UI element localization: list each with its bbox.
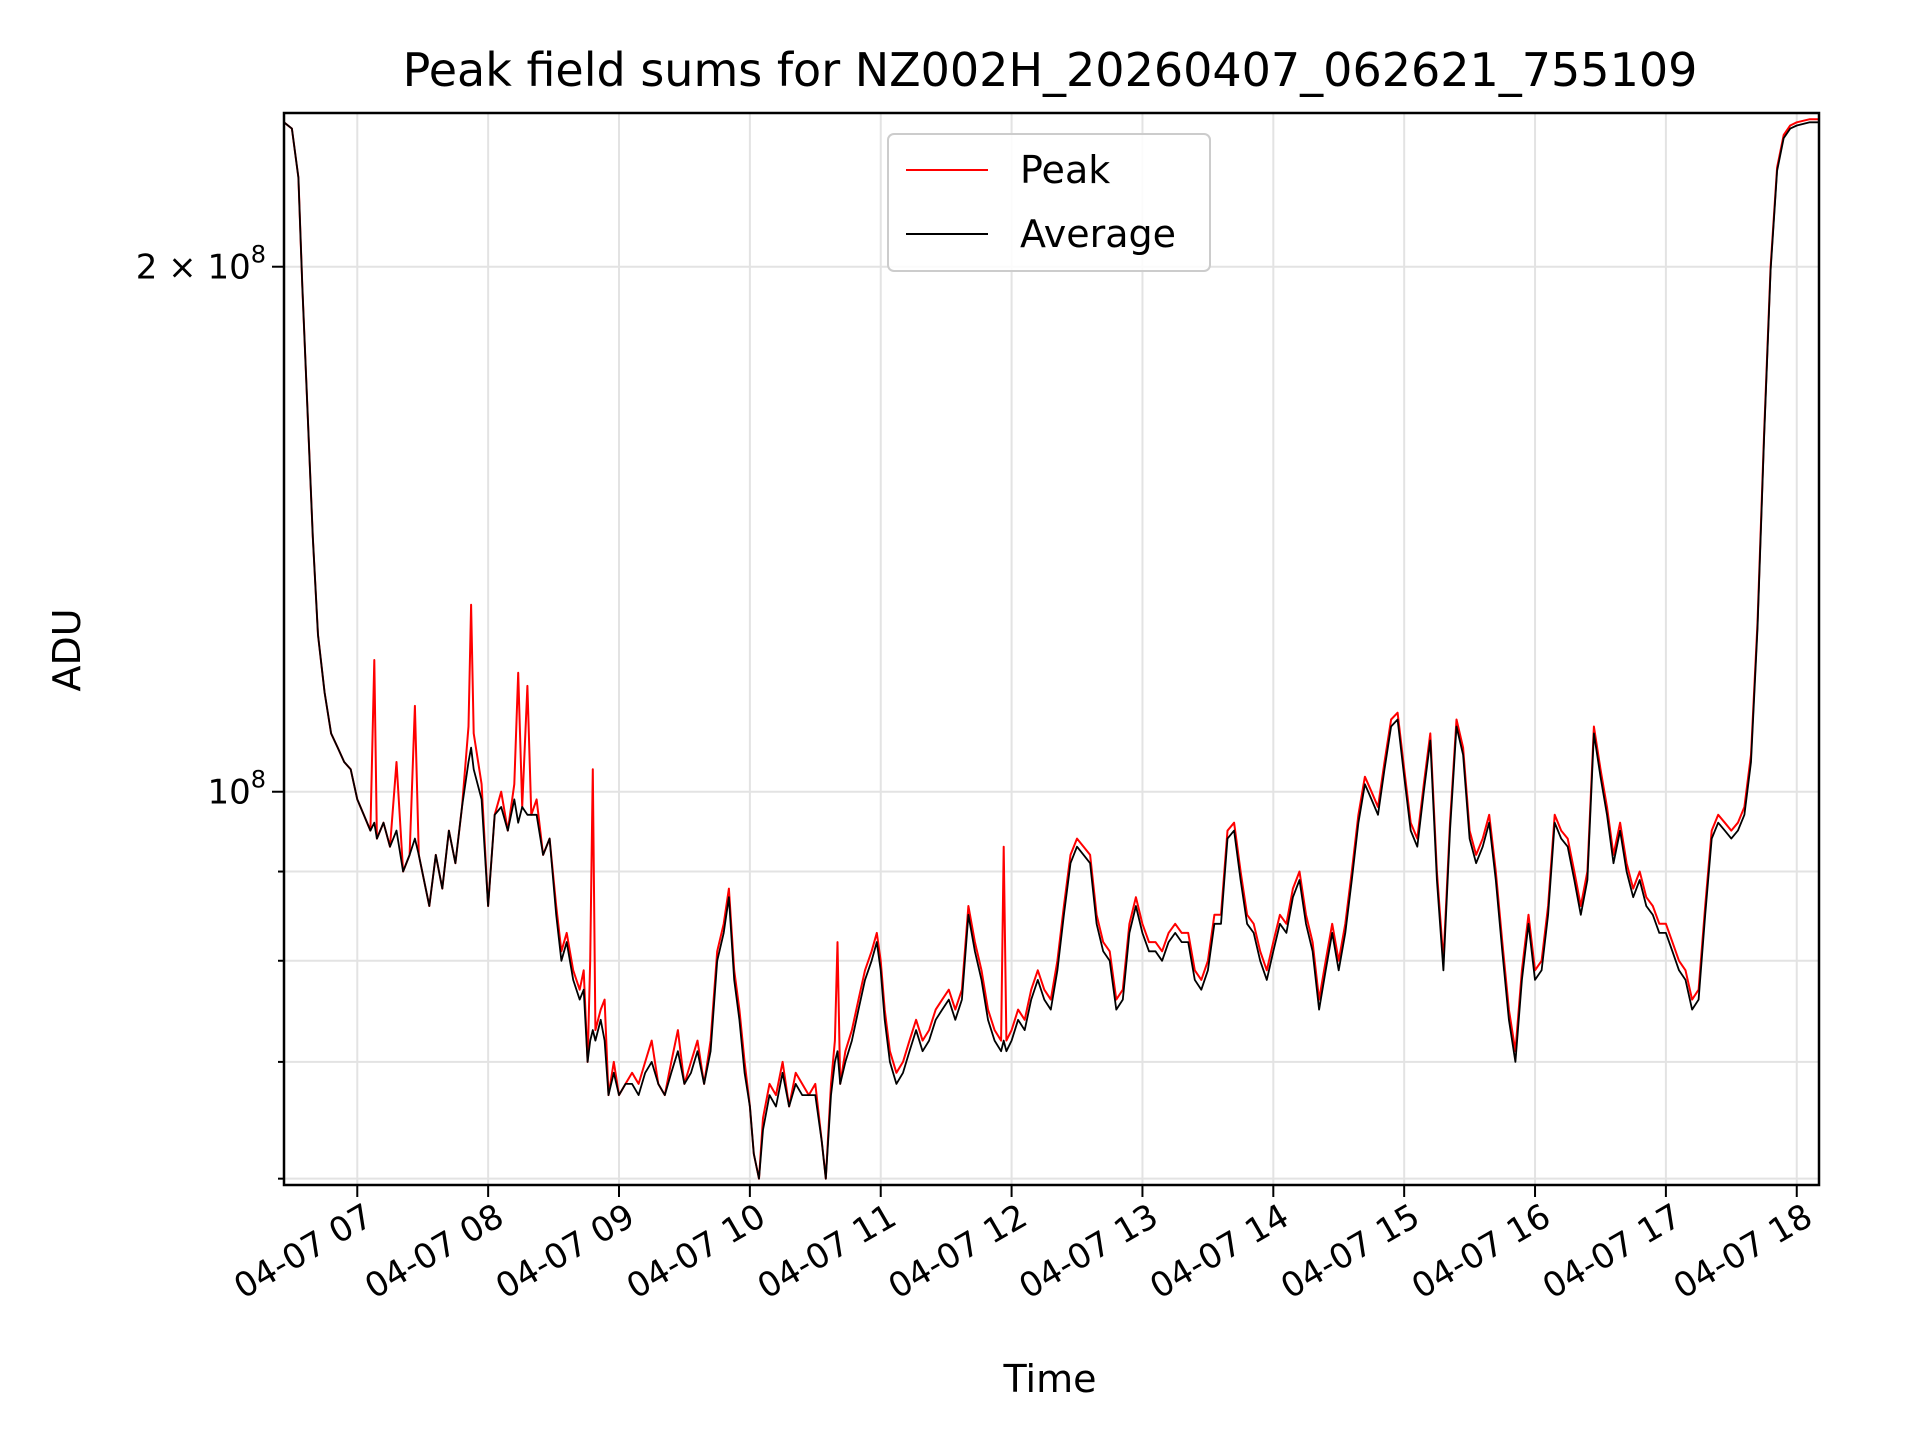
legend-label-average: Average [1020,212,1176,256]
series-line-peak [284,118,1819,1180]
grid [284,113,1819,1185]
y-tick-base: 10 [207,773,250,813]
legend-box [887,133,1211,272]
y-tick-label: 108 [207,766,266,813]
legend-label-peak: Peak [1020,148,1110,192]
series-group [284,118,1819,1180]
series-line-average [284,121,1819,1180]
y-tick-exponent: 8 [251,241,266,269]
plot-frame [282,111,1821,1187]
legend: Peak Average [887,133,1211,272]
y-tick-label: 2 × 108 [136,241,266,288]
x-axis-label: Time [1003,1357,1097,1401]
y-axis-label: ADU [45,608,89,691]
y-tick-base: 2 × 10 [136,248,251,288]
chart-title: Peak field sums for NZ002H_20260407_0626… [403,43,1698,97]
y-tick-exponent: 8 [251,766,266,794]
